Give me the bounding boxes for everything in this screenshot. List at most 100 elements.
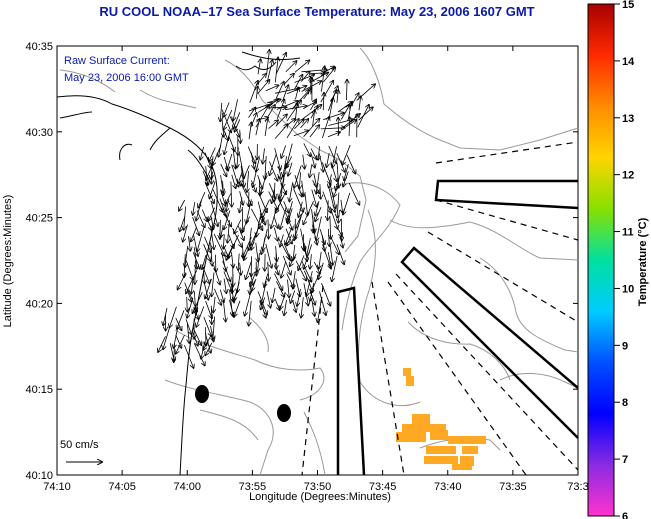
current-vector <box>220 190 226 206</box>
current-vector <box>303 143 311 157</box>
current-vector <box>311 298 315 316</box>
y-tick-label: 40:30 <box>25 127 53 139</box>
current-vector <box>241 165 250 185</box>
current-vector <box>192 327 201 345</box>
current-vector <box>329 234 339 254</box>
current-vector <box>298 201 303 217</box>
current-vector <box>211 216 213 229</box>
current-vector <box>213 233 224 256</box>
current-vector <box>288 279 290 298</box>
current-vector <box>251 180 256 191</box>
map-frame <box>56 45 579 476</box>
current-vector <box>192 252 200 269</box>
current-vector <box>301 260 312 282</box>
current-vector <box>187 296 188 312</box>
current-vector <box>231 174 236 188</box>
current-vector <box>294 216 302 240</box>
current-vector <box>250 270 257 286</box>
current-vector <box>251 227 260 245</box>
current-vector <box>332 256 338 281</box>
current-vector <box>234 219 242 234</box>
current-vector <box>200 146 204 160</box>
current-vector <box>322 117 329 139</box>
current-vector <box>289 182 294 201</box>
current-vector <box>257 80 270 94</box>
current-vector <box>239 153 244 179</box>
current-vector <box>228 220 230 243</box>
current-vector <box>179 199 186 211</box>
current-vector <box>329 206 338 229</box>
current-vector <box>187 323 189 343</box>
current-vector <box>337 163 339 188</box>
current-vector <box>301 297 303 318</box>
current-vector <box>256 217 261 237</box>
current-vector <box>332 146 337 167</box>
current-vector <box>192 332 198 346</box>
current-vector <box>340 105 349 120</box>
current-vector <box>268 261 269 281</box>
lane-lines <box>301 141 579 476</box>
current-vector <box>283 74 294 86</box>
current-vector <box>266 107 287 108</box>
current-vector <box>313 173 317 187</box>
y-tick-label: 40:10 <box>25 470 53 482</box>
current-vector <box>303 119 320 137</box>
current-vector <box>348 182 359 205</box>
current-vector <box>229 116 240 137</box>
current-vector <box>320 128 345 129</box>
current-vector <box>185 245 189 267</box>
current-vector <box>231 181 232 207</box>
current-vector <box>220 163 227 177</box>
current-vector <box>223 234 224 249</box>
current-vector <box>226 199 228 211</box>
current-vector <box>246 260 252 280</box>
current-vector <box>297 289 301 306</box>
current-vector <box>342 144 351 165</box>
current-vector <box>344 163 349 180</box>
current-vector <box>265 243 272 268</box>
current-vector <box>175 334 182 348</box>
colorbar <box>587 3 615 517</box>
current-vector <box>224 278 226 294</box>
current-vector <box>280 206 287 229</box>
current-vector <box>319 251 321 269</box>
current-vector <box>266 50 270 75</box>
current-vector <box>250 280 251 294</box>
current-vector <box>274 124 288 139</box>
current-vector <box>300 72 310 82</box>
current-vector <box>310 148 317 160</box>
current-vector <box>213 316 215 340</box>
current-vector <box>222 260 231 281</box>
current-vector <box>163 308 168 325</box>
current-vector <box>220 219 221 239</box>
current-vector <box>343 171 349 186</box>
current-vector <box>328 252 331 267</box>
current-vector <box>219 198 227 217</box>
current-vector <box>263 237 265 250</box>
current-vector <box>288 208 293 223</box>
current-vector <box>192 217 200 235</box>
current-vector <box>321 162 330 184</box>
current-vector <box>318 146 320 160</box>
current-vector <box>294 75 315 83</box>
current-vector <box>285 61 297 73</box>
current-vector <box>299 172 300 189</box>
current-vector <box>234 300 241 317</box>
current-vector <box>290 290 296 303</box>
current-vector <box>293 131 309 137</box>
current-vector <box>276 53 286 74</box>
current-vector <box>188 236 190 251</box>
current-vector <box>257 174 263 189</box>
current-vector <box>321 66 324 92</box>
scale-label: 50 cm/s <box>60 439 99 451</box>
current-vector <box>275 114 287 127</box>
current-vector <box>191 281 192 294</box>
x-tick-label: 73:40 <box>434 481 462 493</box>
current-vector <box>359 96 361 111</box>
current-vector <box>345 120 357 128</box>
current-vector <box>237 273 241 292</box>
current-vector <box>212 272 215 296</box>
current-vector <box>204 152 211 168</box>
current-vector <box>311 189 317 207</box>
